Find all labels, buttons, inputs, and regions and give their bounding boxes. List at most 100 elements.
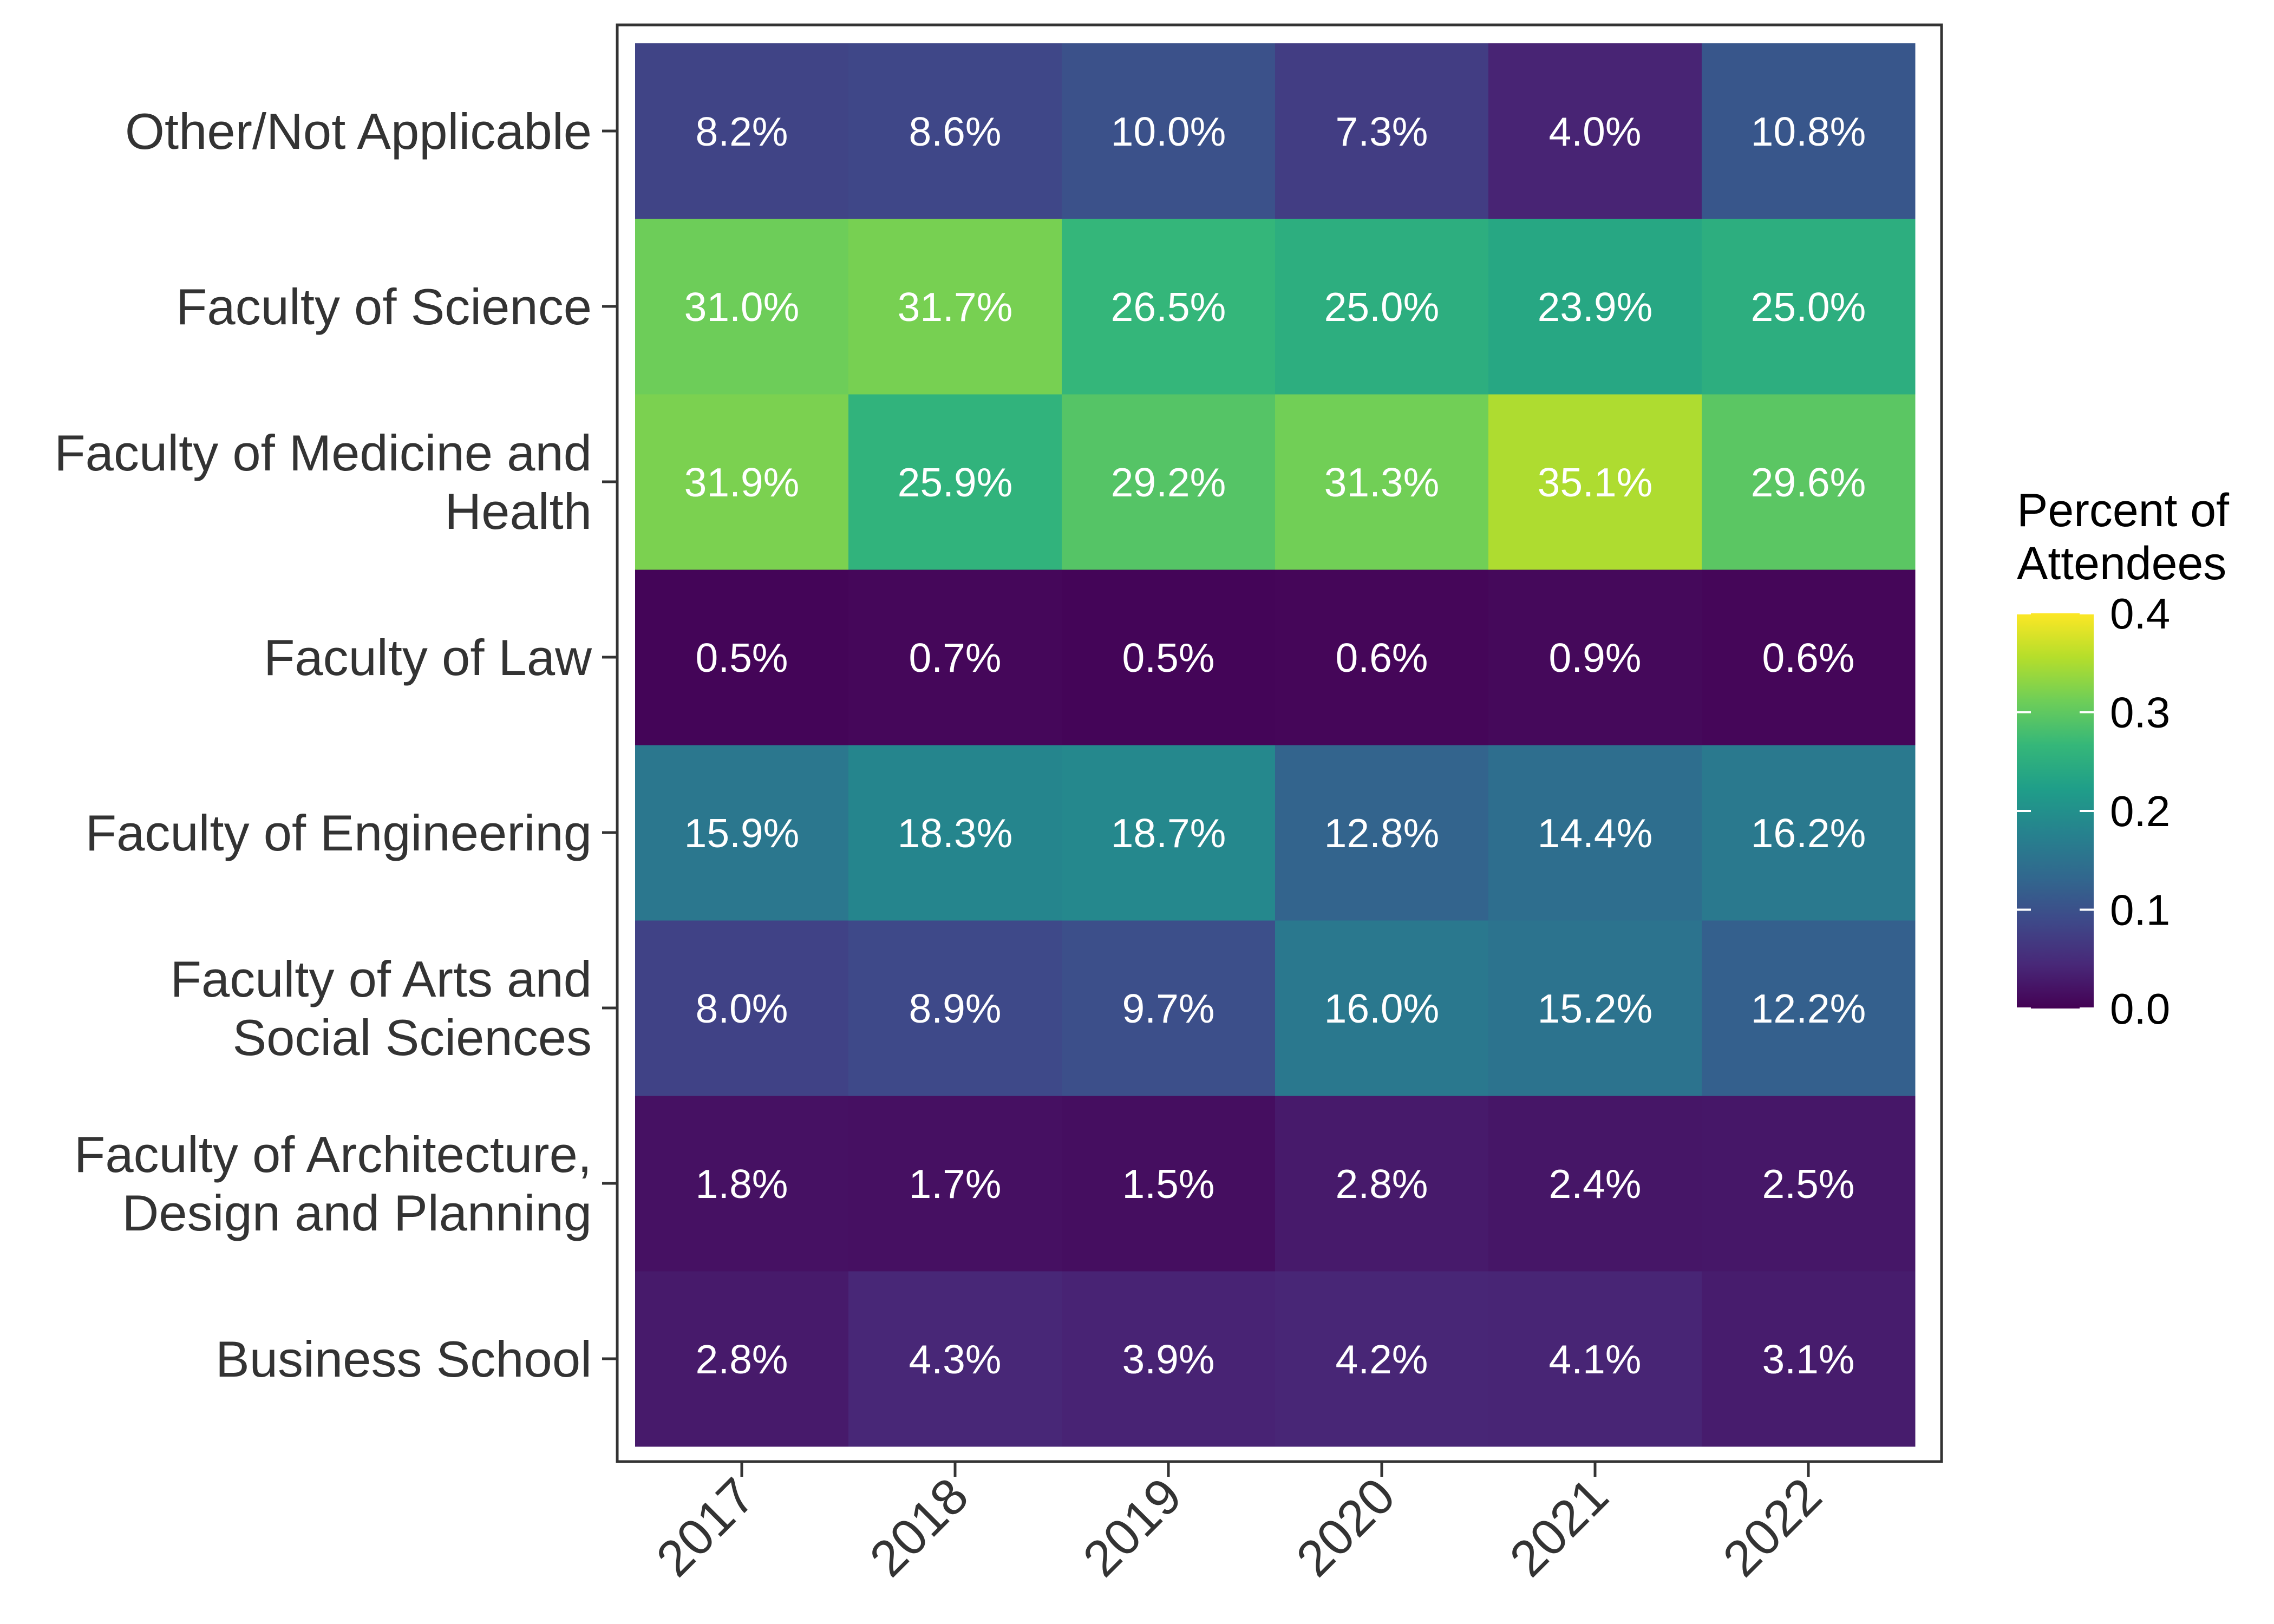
cell-value-label: 4.0%	[1549, 109, 1642, 154]
y-tick-label: Faculty of Architecture, Design and Plann…	[74, 1126, 592, 1241]
heatmap-cell	[635, 219, 849, 395]
heatmap-cell	[1062, 1096, 1276, 1272]
cell-value-label: 25.9%	[898, 460, 1013, 505]
heatmap-cell	[635, 1096, 849, 1272]
y-tick-label: Faculty of Law	[264, 629, 592, 686]
cell-value-label: 16.2%	[1751, 810, 1866, 856]
cell-value-label: 3.1%	[1762, 1337, 1855, 1382]
legend-title-line-1: Percent of	[2017, 484, 2230, 536]
heatmap-cell	[1275, 219, 1489, 395]
cell-value-label: 3.9%	[1122, 1337, 1215, 1382]
heatmap-cell	[1702, 745, 1916, 921]
cell-value-label: 8.0%	[696, 986, 788, 1031]
heatmap-cell	[635, 920, 849, 1096]
heatmap-cell	[1275, 920, 1489, 1096]
heatmap-cell	[1488, 569, 1702, 745]
x-tick-label: 2017	[645, 1467, 766, 1587]
cell-value-label: 26.5%	[1111, 284, 1226, 330]
heatmap-cell	[635, 745, 849, 921]
cell-value-label: 4.3%	[909, 1337, 1002, 1382]
legend-tick-label: 0.0	[2110, 985, 2170, 1033]
cell-value-label: 31.3%	[1324, 460, 1440, 505]
cell-value-label: 0.5%	[1122, 635, 1215, 680]
heatmap-cell	[1275, 569, 1489, 745]
cell-value-label: 15.9%	[684, 810, 800, 856]
heatmap-cell	[1702, 1271, 1916, 1447]
heatmap-cell	[1275, 1271, 1489, 1447]
cell-value-label: 0.7%	[909, 635, 1002, 680]
heatmap-cell	[848, 219, 1062, 395]
plot-panel-border	[616, 23, 1943, 1463]
cell-value-label: 7.3%	[1336, 109, 1428, 154]
heatmap-cell	[1062, 569, 1276, 745]
heatmap-cell	[1275, 745, 1489, 921]
heatmap-cell	[635, 569, 849, 745]
cell-value-label: 2.8%	[696, 1337, 788, 1382]
heatmap-cell	[1062, 745, 1276, 921]
color-legend: Percent of Attendees 0.0 0.1 0.2 0.3 0.4	[2017, 484, 2230, 1033]
heatmap-cell	[635, 1271, 849, 1447]
cell-value-label: 15.2%	[1538, 986, 1653, 1031]
heatmap-cell	[1062, 43, 1276, 219]
cell-value-label: 35.1%	[1538, 460, 1653, 505]
cell-value-label: 29.6%	[1751, 460, 1866, 505]
cell-value-label: 25.0%	[1751, 284, 1866, 330]
heatmap-cell	[1488, 745, 1702, 921]
heatmap-cell	[848, 920, 1062, 1096]
cell-value-label: 4.1%	[1549, 1337, 1642, 1382]
cell-value-label: 0.6%	[1336, 635, 1428, 680]
heatmap-cell	[848, 745, 1062, 921]
heatmap-cell	[1488, 1096, 1702, 1272]
heatmap-cell	[1488, 219, 1702, 395]
heatmap-cell	[848, 43, 1062, 219]
cell-value-label: 8.9%	[909, 986, 1002, 1031]
heatmap-cell	[1702, 1096, 1916, 1272]
heatmap-cell	[1275, 43, 1489, 219]
x-tick-label: 2019	[1072, 1467, 1192, 1587]
heatmap-cell	[635, 43, 849, 219]
x-tick-label: 2018	[859, 1467, 979, 1587]
cell-value-label: 4.2%	[1336, 1337, 1428, 1382]
x-tick-label: 2022	[1712, 1467, 1832, 1587]
legend-tick-label: 0.1	[2110, 886, 2170, 934]
cell-value-label: 18.7%	[1111, 810, 1226, 856]
cell-value-label: 31.0%	[684, 284, 800, 330]
x-tick-label: 2020	[1285, 1467, 1406, 1587]
cell-value-label: 8.6%	[909, 109, 1002, 154]
heatmap-cell	[635, 394, 849, 570]
x-axis: 2017 2018 2019 2020 2021 2022	[645, 1462, 1832, 1587]
heatmap-cell-labels: 2.8% 4.3% 3.9% 4.2% 4.1% 3.1% 1.8% 1.7% 1.5% 2.8%…	[684, 109, 1866, 1382]
legend-ticks: 0.0 0.1 0.2 0.3 0.4	[2017, 590, 2170, 1033]
heatmap-cell	[1702, 569, 1916, 745]
cell-value-label: 12.2%	[1751, 986, 1866, 1031]
cell-value-label: 10.0%	[1111, 109, 1226, 154]
cell-value-label: 23.9%	[1538, 284, 1653, 330]
cell-value-label: 2.8%	[1336, 1161, 1428, 1207]
heatmap-cell	[1488, 1271, 1702, 1447]
cell-value-label: 9.7%	[1122, 986, 1215, 1031]
cell-value-label: 0.6%	[1762, 635, 1855, 680]
cell-value-label: 25.0%	[1324, 284, 1440, 330]
heatmap-cell	[1275, 1096, 1489, 1272]
x-tick-label: 2021	[1499, 1467, 1619, 1587]
cell-value-label: 12.8%	[1324, 810, 1440, 856]
cell-value-label: 31.7%	[898, 284, 1013, 330]
cell-value-label: 1.7%	[909, 1161, 1002, 1207]
y-tick-label: Faculty of Engineering	[86, 804, 592, 861]
heatmap-cell	[1702, 920, 1916, 1096]
heatmap-cells	[635, 43, 1916, 1447]
y-axis: Business School Faculty of Architecture, D…	[54, 103, 617, 1387]
cell-value-label: 2.4%	[1549, 1161, 1642, 1207]
heatmap-cell	[1702, 43, 1916, 219]
cell-value-label: 2.5%	[1762, 1161, 1855, 1207]
heatmap-cell	[1062, 1271, 1276, 1447]
y-tick-label: Faculty of Arts and Social Sciences	[171, 951, 592, 1066]
cell-value-label: 31.9%	[684, 460, 800, 505]
legend-tick-label: 0.2	[2110, 787, 2170, 835]
legend-tick-label: 0.3	[2110, 689, 2170, 737]
heatmap-cell	[848, 394, 1062, 570]
cell-value-label: 0.5%	[696, 635, 788, 680]
legend-title-line-2: Attendees	[2017, 538, 2226, 590]
heatmap-cell	[1275, 394, 1489, 570]
